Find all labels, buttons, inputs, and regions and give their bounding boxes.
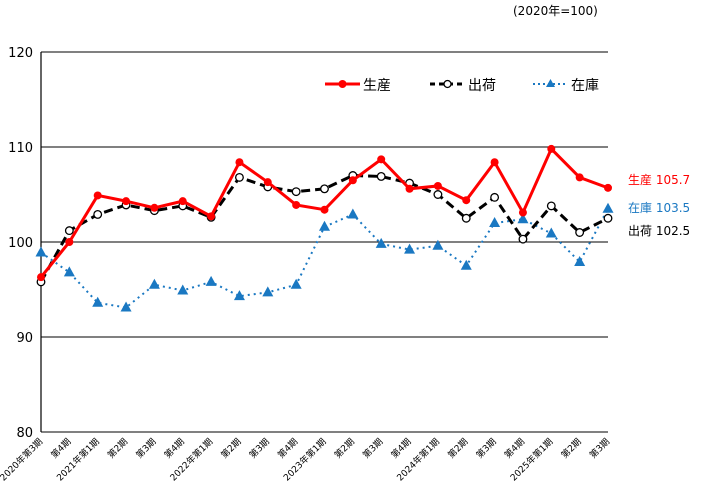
x-tick-label: 第4期 <box>48 436 73 461</box>
data-point <box>262 286 274 297</box>
data-point <box>518 208 527 217</box>
x-tick-label: 2020年第3期 <box>0 436 45 484</box>
data-point <box>490 192 500 202</box>
y-tick-label: 80 <box>16 426 33 441</box>
data-point <box>489 217 501 227</box>
data-point <box>460 259 472 270</box>
data-point <box>575 228 585 237</box>
x-tick-label: 第2期 <box>332 436 357 461</box>
data-point <box>263 178 272 187</box>
data-point <box>290 278 302 289</box>
data-point <box>603 213 613 223</box>
data-point <box>233 290 245 301</box>
x-tick-label: 第3期 <box>247 436 272 461</box>
x-tick-label: 第3期 <box>133 436 158 461</box>
data-point <box>235 158 244 167</box>
data-point <box>177 284 189 295</box>
data-point <box>291 187 301 197</box>
x-tick-label: 第4期 <box>502 436 527 461</box>
data-point <box>292 200 301 209</box>
data-point <box>375 237 387 248</box>
data-point <box>462 196 471 205</box>
data-point <box>517 213 529 224</box>
data-point <box>490 158 499 167</box>
data-point <box>433 190 443 199</box>
x-tick-label: 第3期 <box>587 436 612 461</box>
data-point <box>575 173 584 182</box>
x-tick-label: 第2期 <box>445 436 470 461</box>
unit-note: (2020年=100) <box>513 4 598 18</box>
data-point <box>518 234 528 244</box>
data-point <box>234 172 244 182</box>
x-tick-label: 第4期 <box>388 436 413 461</box>
data-point <box>377 155 386 164</box>
data-point <box>150 203 159 212</box>
x-tick-label: 第3期 <box>360 436 385 461</box>
series-production <box>37 144 612 282</box>
data-point <box>122 197 131 206</box>
data-point <box>602 202 614 213</box>
data-point <box>92 296 104 307</box>
data-point <box>404 243 416 254</box>
data-point <box>432 239 444 250</box>
data-point <box>546 201 556 211</box>
data-point <box>65 238 74 246</box>
data-point <box>93 191 102 200</box>
y-tick-label: 90 <box>16 331 33 346</box>
legend-label: 生産 <box>363 78 391 94</box>
data-point <box>347 208 359 219</box>
data-point <box>37 273 45 282</box>
series-inventory <box>35 202 614 312</box>
data-point <box>93 209 103 219</box>
y-tick-label: 120 <box>8 46 33 61</box>
data-point <box>545 227 557 238</box>
legend-label: 出荷 <box>468 78 496 94</box>
end-label-shipments: 出荷 102.5 <box>628 224 691 238</box>
y-tick-label: 100 <box>8 236 33 251</box>
end-label-inventory: 在庫 103.5 <box>628 201 691 215</box>
data-point <box>604 183 612 192</box>
legend-label: 在庫 <box>571 77 599 94</box>
legend: 生産 出荷 在庫 <box>325 77 599 94</box>
data-point <box>574 255 586 266</box>
data-point <box>461 213 471 223</box>
x-tick-label: 第4期 <box>275 436 300 461</box>
data-point <box>207 212 216 221</box>
data-point <box>547 144 556 153</box>
x-tick-label: 第2期 <box>218 436 243 461</box>
data-point <box>376 171 386 181</box>
x-tick-label: 第4期 <box>162 436 187 461</box>
data-point <box>205 275 217 286</box>
data-point <box>433 181 442 190</box>
data-point <box>319 220 330 231</box>
y-tick-label: 110 <box>8 141 33 156</box>
data-point <box>35 246 47 257</box>
data-point <box>120 301 132 312</box>
data-point <box>148 278 160 289</box>
data-point <box>64 226 74 236</box>
x-tick-label: 第3期 <box>473 436 498 461</box>
x-tick-label: 第2期 <box>559 436 584 461</box>
data-point <box>348 176 357 185</box>
x-tick-label: 第2期 <box>105 436 130 461</box>
data-point <box>320 184 329 194</box>
data-point <box>405 184 414 193</box>
data-point <box>63 266 75 277</box>
data-point <box>178 197 187 206</box>
data-point <box>320 205 329 214</box>
end-label-production: 生産 105.7 <box>628 173 691 187</box>
